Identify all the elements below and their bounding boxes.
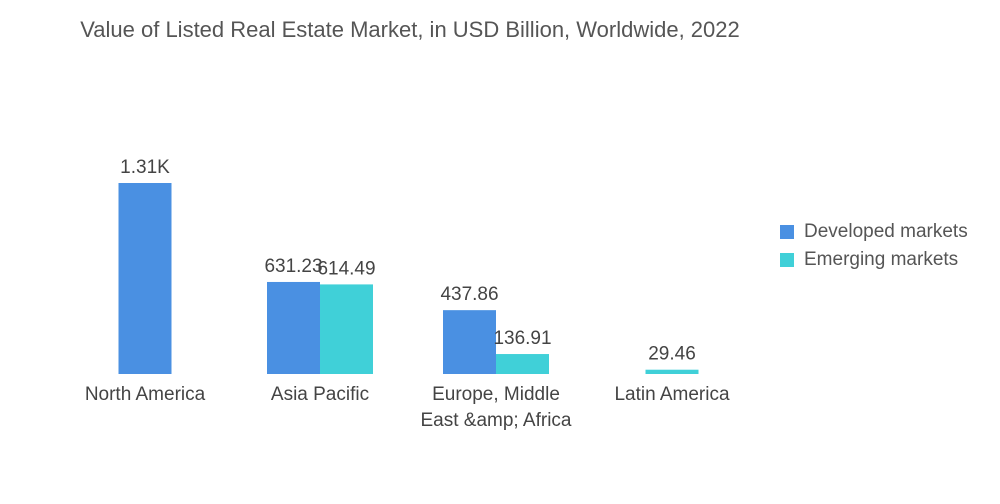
- x-tick-label-europe-middle-east-and-africa: Europe, Middle East &amp; Africa: [420, 384, 571, 431]
- bar-emerging-markets-asia-pacific: [320, 284, 373, 374]
- bar-developed-markets-asia-pacific: [267, 281, 320, 374]
- data-label-emerging-markets-asia-pacific: 614.49: [317, 258, 375, 279]
- bar-emerging-markets-latin-america: [645, 369, 699, 374]
- bar-developed-markets-north-america: [118, 183, 172, 374]
- legend-label-emerging: Emerging markets: [804, 249, 959, 270]
- legend-swatch-developed: [780, 225, 794, 239]
- x-tick-label-latin-america: Latin America: [614, 384, 730, 405]
- data-label-developed-markets-europe-middle-east-and-africa: 437.86: [440, 284, 498, 305]
- legend-item-developed: Developed markets: [780, 218, 968, 246]
- bar-developed-markets-europe-middle-east-and-africa: [443, 310, 496, 374]
- data-label-developed-markets-north-america: 1.31K: [120, 157, 170, 178]
- data-label-emerging-markets-latin-america: 29.46: [648, 344, 696, 365]
- data-label-developed-markets-asia-pacific: 631.23: [264, 256, 322, 277]
- legend: Developed markets Emerging markets: [780, 218, 968, 274]
- chart-title: Value of Listed Real Estate Market, in U…: [80, 17, 740, 42]
- legend-item-emerging: Emerging markets: [780, 246, 968, 274]
- data-label-emerging-markets-europe-middle-east-and-africa: 136.91: [493, 328, 551, 349]
- x-tick-label-north-america: North America: [85, 384, 206, 405]
- bar-emerging-markets-europe-middle-east-and-africa: [496, 354, 549, 374]
- legend-swatch-emerging: [780, 253, 794, 267]
- legend-label-developed: Developed markets: [804, 221, 968, 242]
- x-tick-label-asia-pacific: Asia Pacific: [271, 384, 369, 405]
